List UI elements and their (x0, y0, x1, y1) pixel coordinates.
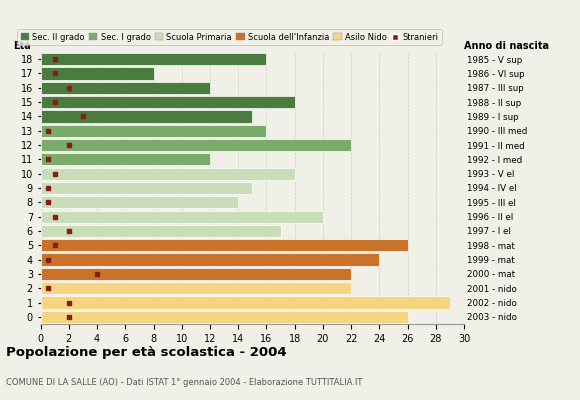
Bar (41, 254, 379, 266)
Bar (41, 153, 210, 166)
Text: Età: Età (13, 42, 31, 52)
Bar (41, 67, 154, 80)
Bar (41, 53, 266, 65)
Bar (41, 282, 351, 294)
Bar (41, 182, 252, 194)
Bar (41, 239, 408, 251)
Bar (41, 268, 351, 280)
Bar (41, 311, 408, 323)
Bar (41, 168, 295, 180)
Bar (41, 110, 252, 122)
Text: Popolazione per età scolastica - 2004: Popolazione per età scolastica - 2004 (6, 346, 287, 359)
Bar (41, 96, 295, 108)
Bar (41, 210, 323, 223)
Legend: Sec. II grado, Sec. I grado, Scuola Primaria, Scuola dell'Infanzia, Asilo Nido, : Sec. II grado, Sec. I grado, Scuola Prim… (17, 30, 442, 45)
Bar (41, 139, 351, 151)
Text: Anno di nascita: Anno di nascita (464, 42, 549, 52)
Bar (41, 296, 450, 309)
Bar (41, 225, 281, 237)
Bar (41, 125, 266, 137)
Bar (41, 82, 210, 94)
Bar (41, 196, 238, 208)
Text: COMUNE DI LA SALLE (AO) - Dati ISTAT 1° gennaio 2004 - Elaborazione TUTTITALIA.I: COMUNE DI LA SALLE (AO) - Dati ISTAT 1° … (6, 378, 362, 387)
